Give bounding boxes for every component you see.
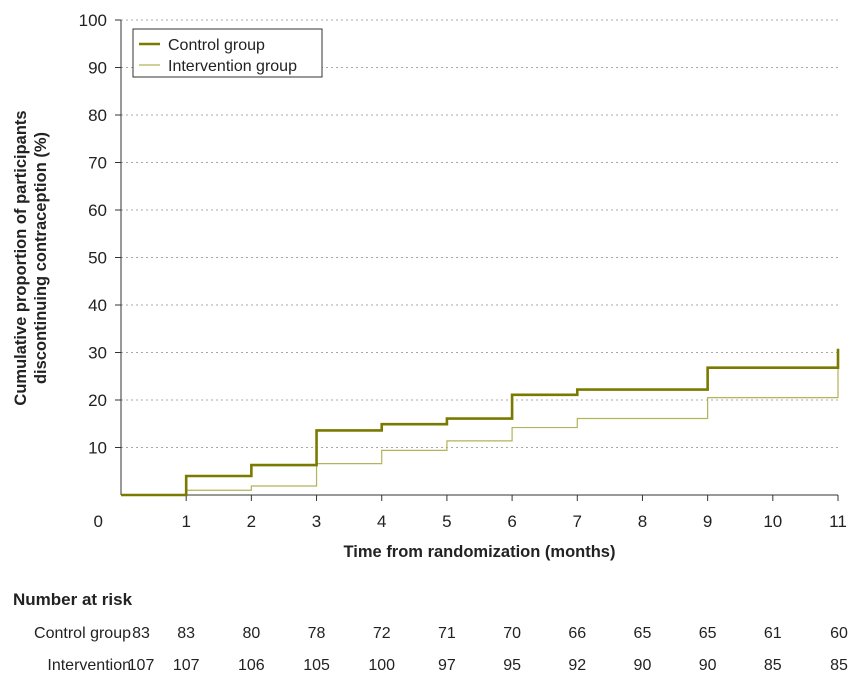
risk-value: 71 [438, 625, 456, 642]
y-tick-label: 40 [88, 296, 107, 315]
risk-value: 70 [503, 625, 521, 642]
x-tick-label: 3 [312, 512, 321, 531]
legend-label: Intervention group [168, 58, 297, 75]
risk-table-title: Number at risk [13, 590, 133, 609]
risk-value: 66 [568, 625, 586, 642]
legend: Control group Intervention group [132, 28, 323, 78]
series [121, 348, 840, 497]
y-axis-title-line: discontinuing contraception (%) [32, 132, 50, 384]
risk-value: 92 [568, 657, 586, 674]
x-tick-label: 9 [703, 512, 712, 531]
risk-value: 80 [242, 625, 260, 642]
series-line-intervention-group [121, 348, 839, 496]
risk-value: 72 [373, 625, 391, 642]
risk-row-label: Intervention [47, 657, 131, 674]
y-tick-label: 10 [88, 439, 107, 458]
y-tick-label: 80 [88, 106, 107, 125]
risk-value: 90 [699, 657, 717, 674]
risk-value: 60 [830, 625, 848, 642]
risk-value: 85 [830, 657, 848, 674]
risk-value: 85 [764, 657, 782, 674]
risk-value: 105 [303, 657, 330, 674]
x-tick-label: 10 [763, 512, 782, 531]
risk-value: 107 [173, 657, 200, 674]
risk-value: 83 [177, 625, 195, 642]
x-tick-label: 6 [507, 512, 516, 531]
risk-value: 65 [699, 625, 717, 642]
risk-value: 61 [764, 625, 782, 642]
y-tick-label: 20 [88, 391, 107, 410]
risk-value: 65 [634, 625, 652, 642]
y-tick-label: 50 [88, 249, 107, 268]
axes: 10 20 30 40 50 60 70 80 90 100 0 1 2 3 4 5 6 7 8 9 10 11 Time … [12, 11, 847, 561]
legend-box [132, 28, 323, 78]
x-tick-label: 1 [181, 512, 190, 531]
risk-value: 83 [132, 625, 150, 642]
risk-value: 95 [503, 657, 521, 674]
series-line-control-group [121, 348, 840, 497]
x-tick-label: 11 [829, 512, 847, 531]
y-axis-title: Cumulative proportion of participants dis… [12, 110, 50, 405]
y-tick-label: 60 [88, 201, 107, 220]
risk-value: 100 [368, 657, 395, 674]
risk-row-label: Control group [34, 625, 131, 642]
y-tick-label: 30 [88, 344, 107, 363]
y-tick-label: 90 [88, 59, 107, 78]
risk-value: 106 [238, 657, 265, 674]
y-tick-label: 100 [79, 11, 107, 30]
x-tick-label: 2 [247, 512, 256, 531]
y-tick-label: 70 [88, 154, 107, 173]
x-tick-label: 5 [442, 512, 451, 531]
y-zero-label: 0 [94, 512, 103, 531]
x-tick-label: 8 [638, 512, 647, 531]
x-axis-title: Time from randomization (months) [344, 543, 616, 561]
risk-value: 97 [438, 657, 456, 674]
y-axis-title-line: Cumulative proportion of participants [12, 110, 30, 405]
risk-value: 107 [128, 657, 155, 674]
legend-label: Control group [168, 37, 265, 54]
x-tick-label: 4 [377, 512, 386, 531]
risk-value: 78 [308, 625, 326, 642]
risk-value: 90 [634, 657, 652, 674]
x-tick-label: 7 [573, 512, 582, 531]
grid [121, 19, 838, 448]
